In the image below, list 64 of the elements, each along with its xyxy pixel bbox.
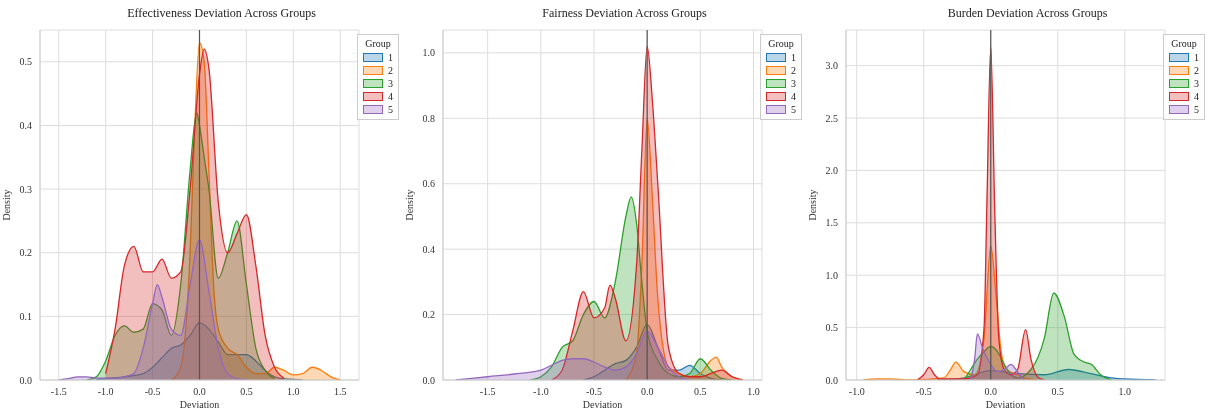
x-axis-title: Deviation <box>582 399 623 410</box>
legend-label: 5 <box>791 103 796 116</box>
x-tick-label: -0.5 <box>586 386 602 398</box>
chart-title: Burden Deviation Across Groups <box>946 6 1109 21</box>
y-tick-label: 0.8 <box>422 112 435 124</box>
y-tick-label: 0.4 <box>19 120 32 131</box>
y-axis-title: Density <box>0 189 12 221</box>
x-tick-label: -1.5 <box>50 386 67 398</box>
y-tick-label: 0.6 <box>422 178 435 190</box>
x-tick-label: -0.5 <box>144 386 161 398</box>
y-axis-title: Density <box>806 189 818 221</box>
y-tick-label: 0.0 <box>422 374 435 386</box>
y-tick-label: 0.5 <box>825 322 838 334</box>
x-axis-title: Deviation <box>985 399 1026 410</box>
x-tick-label: 0.5 <box>240 386 253 398</box>
legend-label: 1 <box>791 51 796 64</box>
x-axis-title: Deviation <box>179 399 220 410</box>
x-tick-label: 0.5 <box>694 386 707 398</box>
y-axis-title: Density <box>403 189 415 221</box>
legend-title: Group <box>1170 38 1198 49</box>
chart-title: Effectiveness Deviation Across Groups <box>126 6 317 21</box>
x-tick-label: 0.0 <box>640 386 654 398</box>
y-tick-label: 3.0 <box>825 60 838 72</box>
y-tick-label: 2.5 <box>825 112 838 124</box>
legend-label: 1 <box>388 51 393 64</box>
y-tick-label: 1.5 <box>825 217 838 229</box>
y-tick-label: 0.0 <box>19 374 32 386</box>
x-tick-label: 1.5 <box>333 386 347 398</box>
legend-label: 4 <box>388 90 393 103</box>
x-tick-label: 0.0 <box>193 386 206 398</box>
x-tick-label: 0.0 <box>984 386 998 398</box>
y-tick-label: 0.2 <box>422 309 435 321</box>
x-tick-label: 1.0 <box>747 386 760 398</box>
legend-label: 2 <box>791 64 796 77</box>
x-tick-label: -1.0 <box>97 386 114 398</box>
y-tick-label: 1.0 <box>422 47 435 59</box>
x-tick-label: -1.5 <box>479 386 496 398</box>
legend-label: 4 <box>1194 90 1199 103</box>
y-tick-label: 0.4 <box>422 243 435 255</box>
y-tick-label: 0.3 <box>19 183 32 195</box>
y-tick-label: 0.2 <box>19 247 32 259</box>
legend-title: Group <box>364 38 392 49</box>
legend-label: 5 <box>388 103 393 116</box>
x-tick-label: 1.0 <box>287 386 300 398</box>
x-tick-label: 1.0 <box>1118 386 1132 398</box>
legend-label: 2 <box>388 64 393 77</box>
x-tick-label: -1.0 <box>848 386 865 398</box>
legend-label: 3 <box>388 77 393 90</box>
y-tick-label: 0.0 <box>825 374 838 386</box>
legend-label: 5 <box>1194 103 1199 116</box>
x-tick-label: -0.5 <box>915 386 932 398</box>
y-tick-label: 2.0 <box>825 164 838 176</box>
y-tick-label: 1.0 <box>825 269 838 281</box>
legend-title: Group <box>767 38 795 49</box>
legend-label: 1 <box>1194 51 1199 64</box>
legend-label: 3 <box>791 77 796 90</box>
chart-title: Fairness Deviation Across Groups <box>541 6 708 21</box>
legend-label: 4 <box>791 90 796 103</box>
legend-label: 3 <box>1194 77 1199 90</box>
y-tick-label: 0.5 <box>19 56 32 68</box>
legend-label: 2 <box>1194 64 1199 77</box>
x-tick-label: -1.0 <box>532 386 549 398</box>
x-tick-label: 0.5 <box>1051 386 1065 398</box>
y-tick-label: 0.1 <box>19 310 32 322</box>
